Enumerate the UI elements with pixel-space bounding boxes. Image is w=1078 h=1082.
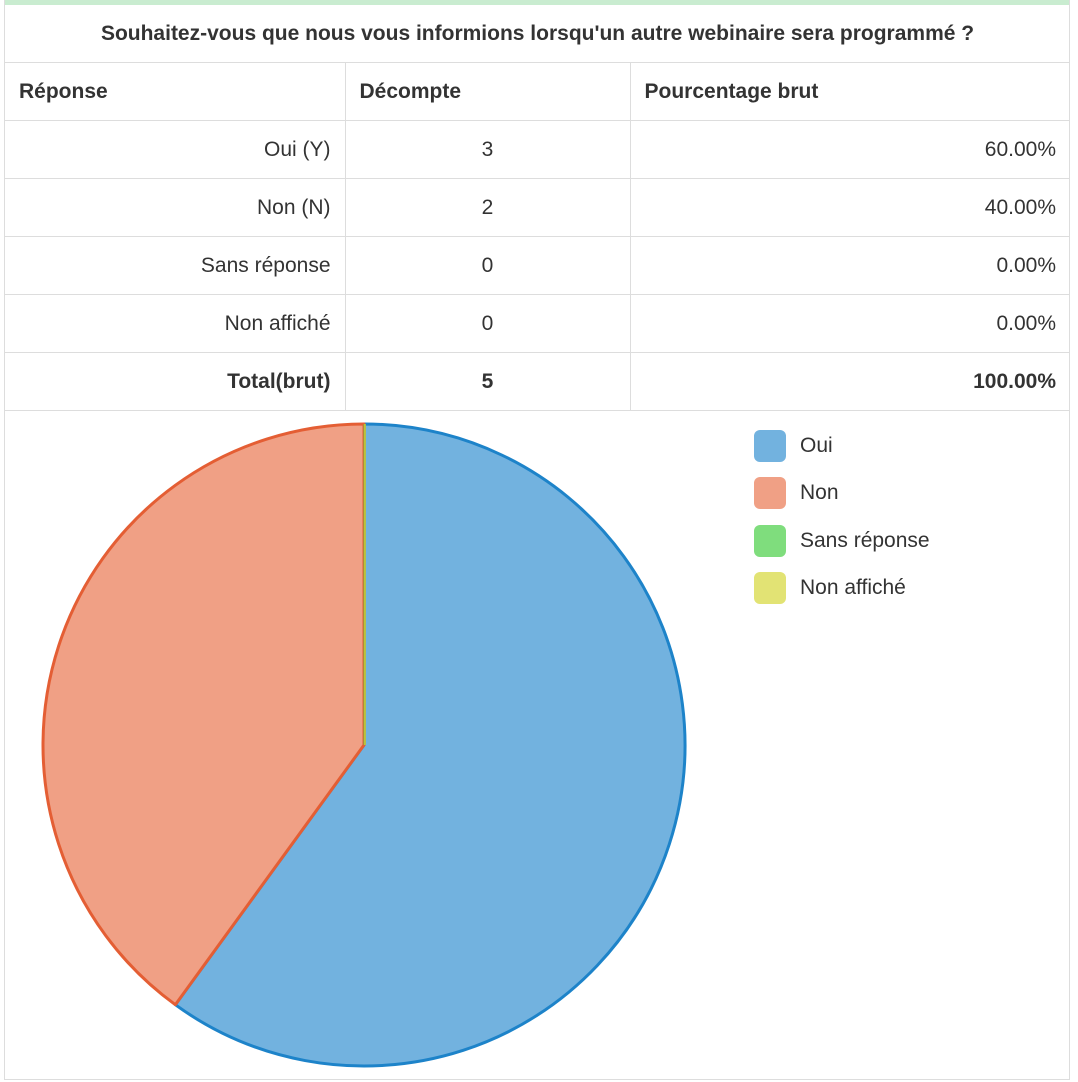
header-response: Réponse — [5, 62, 346, 121]
legend-item[interactable]: Non affiché — [754, 565, 930, 613]
header-percent: Pourcentage brut — [629, 62, 1071, 121]
table-row: Non affiché 0 0.00% — [5, 294, 1071, 353]
row-count: 0 — [344, 294, 631, 353]
chart-legend: Oui Non Sans réponse Non affiché — [754, 422, 930, 612]
row-percent: 0.00% — [629, 236, 1071, 295]
panel-top-bar — [5, 0, 1069, 5]
row-count: 2 — [344, 178, 631, 237]
question-panel: Souhaitez-vous que nous vous informions … — [4, 0, 1071, 1080]
legend-label: Non — [800, 481, 839, 505]
row-percent: 0.00% — [629, 294, 1071, 353]
table-row: Sans réponse 0 0.00% — [5, 236, 1071, 295]
legend-item[interactable]: Sans réponse — [754, 517, 930, 565]
legend-label: Non affiché — [800, 576, 906, 600]
results-table: Souhaitez-vous que nous vous informions … — [5, 5, 1071, 411]
legend-swatch — [754, 572, 786, 605]
legend-swatch — [754, 524, 786, 557]
legend-swatch — [754, 429, 786, 462]
total-label: Total(brut) — [5, 352, 346, 411]
row-label: Sans réponse — [5, 236, 346, 295]
question-title: Souhaitez-vous que nous vous informions … — [5, 5, 1071, 63]
row-label: Non (N) — [5, 178, 346, 237]
total-count: 5 — [344, 352, 631, 411]
row-count: 0 — [344, 236, 631, 295]
total-percent: 100.00% — [629, 352, 1071, 411]
legend-label: Sans réponse — [800, 528, 930, 552]
row-percent: 60.00% — [629, 120, 1071, 179]
pie-slice-oui — [173, 422, 687, 1068]
pie-slice-non — [41, 422, 366, 1007]
table-header-row: Réponse Décompte Pourcentage brut — [5, 62, 1071, 121]
table-total-row: Total(brut) 5 100.00% — [5, 352, 1071, 411]
legend-item[interactable]: Non — [754, 470, 930, 518]
legend-label: Oui — [800, 433, 833, 457]
legend-item[interactable]: Oui — [754, 422, 930, 470]
legend-swatch — [754, 477, 786, 510]
